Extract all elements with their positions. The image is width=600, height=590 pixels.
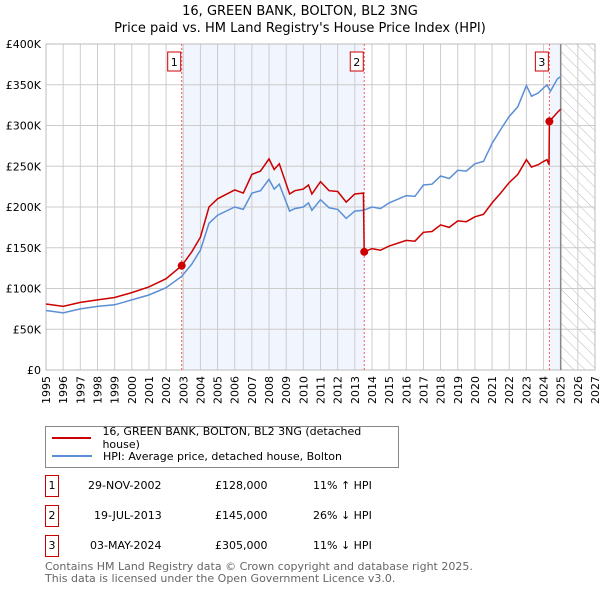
sale-label: 1 (171, 56, 178, 69)
chart-subtitle: Price paid vs. HM Land Registry's House … (114, 21, 486, 36)
legend: 16, GREEN BANK, BOLTON, BL2 3NG (detache… (45, 425, 399, 468)
x-tick-label: 2013 (349, 376, 362, 404)
legend-swatch (52, 455, 92, 457)
legend-label: HPI: Average price, detached house, Bolt… (103, 449, 342, 463)
y-tick-label: £150K (6, 242, 42, 255)
x-tick-label: 1999 (109, 376, 122, 404)
sale-row: 3 03-MAY-2024 £305,000 11% ↓ HPI (45, 535, 445, 557)
x-tick-label: 2004 (194, 376, 207, 404)
x-tick-label: 2019 (452, 376, 465, 404)
sale-point (545, 117, 554, 126)
plot-frame (45, 43, 596, 371)
x-tick-label: 2008 (263, 376, 276, 404)
x-tick-label: 2010 (297, 376, 310, 404)
y-tick-label: £200K (6, 201, 42, 214)
legend-label: 16, GREEN BANK, BOLTON, BL2 3NG (detache… (102, 425, 362, 451)
x-tick-label: 1998 (91, 376, 104, 404)
chart-title: 16, GREEN BANK, BOLTON, BL2 3NG (182, 4, 418, 19)
hpi-line (45, 75, 562, 314)
sale-label-box (534, 51, 549, 72)
x-tick-label: 2002 (160, 376, 173, 404)
y-tick-label: £50K (13, 323, 42, 336)
y-tick-label: £100K (6, 283, 42, 296)
sale-date: 19-JUL-2013 (94, 509, 162, 522)
y-tick-label: £350K (6, 79, 42, 92)
x-tick-label: 2018 (435, 376, 448, 404)
sale-marker: 1 (45, 475, 59, 497)
x-tick-label: 2005 (212, 376, 225, 404)
x-tick-label: 2017 (417, 376, 430, 404)
x-tick-label: 2020 (469, 376, 482, 404)
x-tick-label: 2011 (315, 376, 328, 404)
x-tick-label: 2006 (229, 376, 242, 404)
sale-label-box (167, 51, 182, 72)
plot-area: 1995 1996 1997 1998 1999 2000 2001 2002 2003 2004… (6, 38, 600, 404)
sale-hpi-diff: 11% ↓ HPI (313, 539, 372, 552)
x-tick-label: 1997 (74, 376, 87, 404)
sale-row: 1 29-NOV-2002 £128,000 11% ↑ HPI (45, 475, 445, 497)
x-tick-label: 2024 (538, 376, 551, 404)
sale-label-box (349, 51, 364, 72)
sale-date: 03-MAY-2024 (90, 539, 162, 552)
sale-hpi-diff: 11% ↑ HPI (313, 479, 372, 492)
x-tick-label: 2016 (400, 376, 413, 404)
legend-item-hpi: HPI: Average price, detached house, Bolt… (46, 447, 342, 465)
sale-date: 29-NOV-2002 (88, 479, 162, 492)
x-tick-label: 2022 (503, 376, 516, 404)
x-tick-label: 2023 (520, 376, 533, 404)
x-tick-label: 2009 (280, 376, 293, 404)
sale-marker: 3 (45, 535, 59, 557)
sale-price: £305,000 (215, 539, 268, 552)
x-tick-label: 2003 (177, 376, 190, 404)
y-tick-label: £300K (6, 120, 42, 133)
sale-label: 2 (353, 56, 360, 69)
x-tick-label: 1995 (40, 376, 53, 404)
x-tick-label: 2014 (366, 376, 379, 404)
x-tick-label: 2007 (246, 376, 259, 404)
x-tick-label: 2015 (383, 376, 396, 404)
sale-point (177, 261, 186, 270)
y-tick-label: £400K (6, 38, 42, 51)
x-tick-label: 2026 (572, 376, 585, 404)
sale-price: £128,000 (215, 479, 268, 492)
x-tick-label: 2027 (589, 376, 600, 404)
sale-label: 3 (538, 56, 545, 69)
x-tick-label: 2001 (143, 376, 156, 404)
x-tick-label: 2021 (486, 376, 499, 404)
x-tick-label: 2000 (126, 376, 139, 404)
legend-swatch (52, 437, 92, 439)
sale-hpi-diff: 26% ↓ HPI (313, 509, 372, 522)
x-tick-label: 2025 (555, 376, 568, 404)
sale-marker: 2 (45, 505, 59, 527)
sale-row: 2 19-JUL-2013 £145,000 26% ↓ HPI (45, 505, 445, 527)
sale-price: £145,000 (215, 509, 268, 522)
property-price-line (45, 108, 562, 308)
sale-point (360, 247, 369, 256)
footer-line2: This data is licensed under the Open Gov… (45, 572, 396, 585)
x-tick-label: 2012 (332, 376, 345, 404)
x-tick-label: 1996 (57, 376, 70, 404)
footer-line1: Contains HM Land Registry data © Crown c… (45, 560, 473, 573)
y-tick-label: £250K (6, 160, 42, 173)
y-tick-label: £0 (27, 364, 41, 377)
legend-item-property: 16, GREEN BANK, BOLTON, BL2 3NG (detache… (46, 425, 398, 451)
